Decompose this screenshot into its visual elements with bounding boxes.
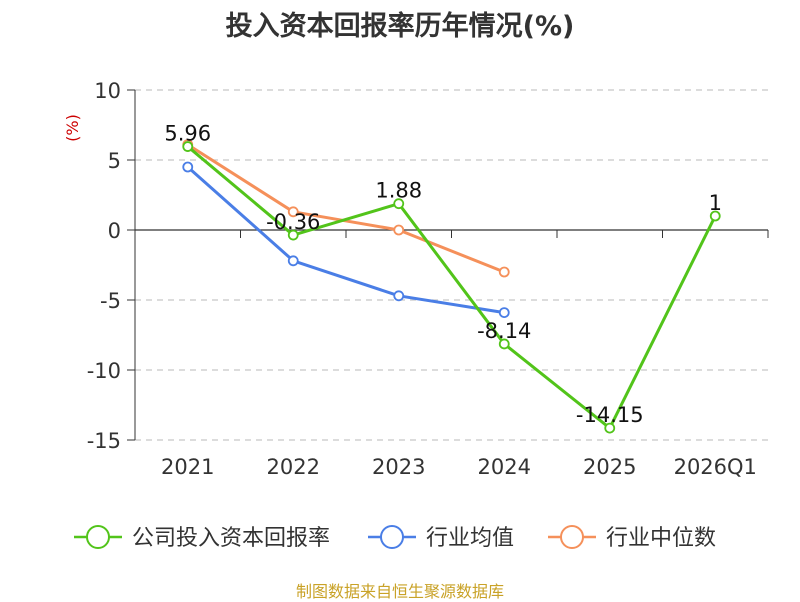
legend-marker xyxy=(560,525,584,549)
legend-marker xyxy=(86,525,110,549)
data-label: 5.96 xyxy=(164,122,211,146)
data-label: -0.36 xyxy=(266,210,320,234)
series-line xyxy=(186,145,717,430)
x-tick-label: 2025 xyxy=(583,455,636,479)
data-point xyxy=(393,198,405,210)
data-point xyxy=(287,255,299,267)
data-label: -8.14 xyxy=(477,319,531,343)
y-tick-label: -15 xyxy=(87,429,121,453)
legend-label: 公司投入资本回报率 xyxy=(132,526,330,551)
data-label: -14.15 xyxy=(576,403,644,427)
legend: 公司投入资本回报率 行业均值 行业中位数 xyxy=(74,525,716,551)
y-tick-label: 5 xyxy=(108,149,121,173)
x-tick-label: 2022 xyxy=(267,455,320,479)
x-tick-label: 2026Q1 xyxy=(674,455,757,479)
y-tick-label: 10 xyxy=(94,79,121,103)
series-line xyxy=(186,165,505,315)
chart-title: 投入资本回报率历年情况(%) xyxy=(225,11,575,42)
x-tick-label: 2024 xyxy=(478,455,531,479)
y-tick-label: -5 xyxy=(100,289,121,313)
y-tick-label: 0 xyxy=(108,219,121,243)
data-point xyxy=(709,210,721,222)
y-tick-label: -10 xyxy=(87,359,121,383)
data-labels: 5.96 -0.36 1.88 -8.14 -14.15 1 xyxy=(164,122,722,428)
data-label: 1 xyxy=(709,191,722,215)
data-label: 1.88 xyxy=(375,179,422,203)
data-point xyxy=(604,422,616,434)
series-layer xyxy=(182,139,721,434)
data-point xyxy=(393,290,405,302)
data-point xyxy=(287,229,299,241)
legend-label: 行业中位数 xyxy=(606,526,716,551)
x-tick-label: 2023 xyxy=(372,455,425,479)
data-point xyxy=(182,141,194,152)
data-point xyxy=(182,161,194,173)
y-axis-unit-label: (%) xyxy=(63,114,82,142)
grid-lines xyxy=(135,89,768,441)
legend-marker xyxy=(380,525,404,549)
data-point xyxy=(287,206,299,218)
data-point xyxy=(498,307,510,319)
data-point xyxy=(393,224,405,236)
legend-label: 行业均值 xyxy=(426,526,514,551)
source-note: 制图数据来自恒生聚源数据库 xyxy=(295,582,504,601)
data-point xyxy=(498,338,510,350)
x-tick-label: 2021 xyxy=(161,455,214,479)
data-point xyxy=(498,266,510,278)
axes: 10 5 0 -5 -10 -15 (%) 2021 2022 2023 2024 2025 2026Q… xyxy=(63,79,769,479)
